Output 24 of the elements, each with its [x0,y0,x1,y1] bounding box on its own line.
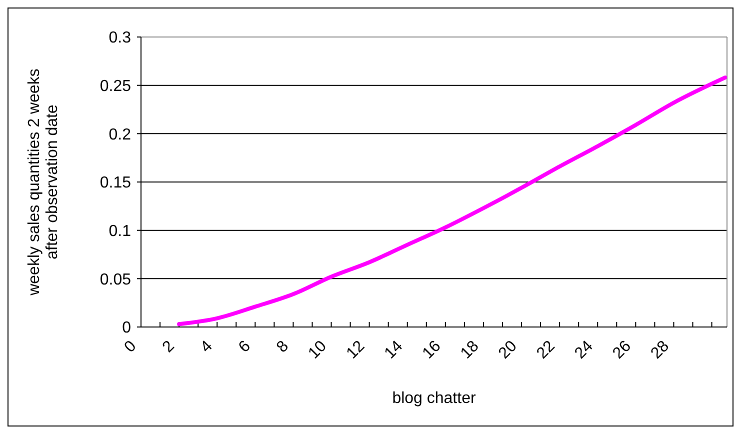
y-tick-label: 0.1 [108,222,132,240]
x-tick-label: 18 [458,338,482,362]
y-tick-label: 0.05 [100,271,132,288]
x-tick-label: 22 [534,338,558,362]
x-tick-label: 24 [572,338,596,362]
x-tick-label: 26 [610,338,635,362]
x-axis-title: blog chatter [392,390,476,407]
y-tick-label: 0 [122,320,132,337]
x-tick-label: 14 [382,338,406,362]
x-tick-label: 6 [236,338,254,356]
x-tick-label: 10 [305,338,330,362]
x-tick-label: 8 [274,338,292,356]
y-axis-title: weekly sales quantities 2 weeks after observation date [26,68,61,296]
x-tick-label: 28 [648,338,673,362]
line-series [177,76,728,326]
y-tick-label: 0.15 [100,174,132,192]
x-tick-label: 16 [420,338,444,362]
y-tick-label: 0.2 [108,126,132,144]
x-tick-label: 12 [343,338,368,362]
x-tick-label: 20 [496,338,520,362]
x-tick-label: 4 [198,338,216,356]
y-tick-label: 0.25 [100,78,132,95]
x-tick-label: 2 [160,338,178,356]
y-tick-label: 0.3 [108,30,132,47]
